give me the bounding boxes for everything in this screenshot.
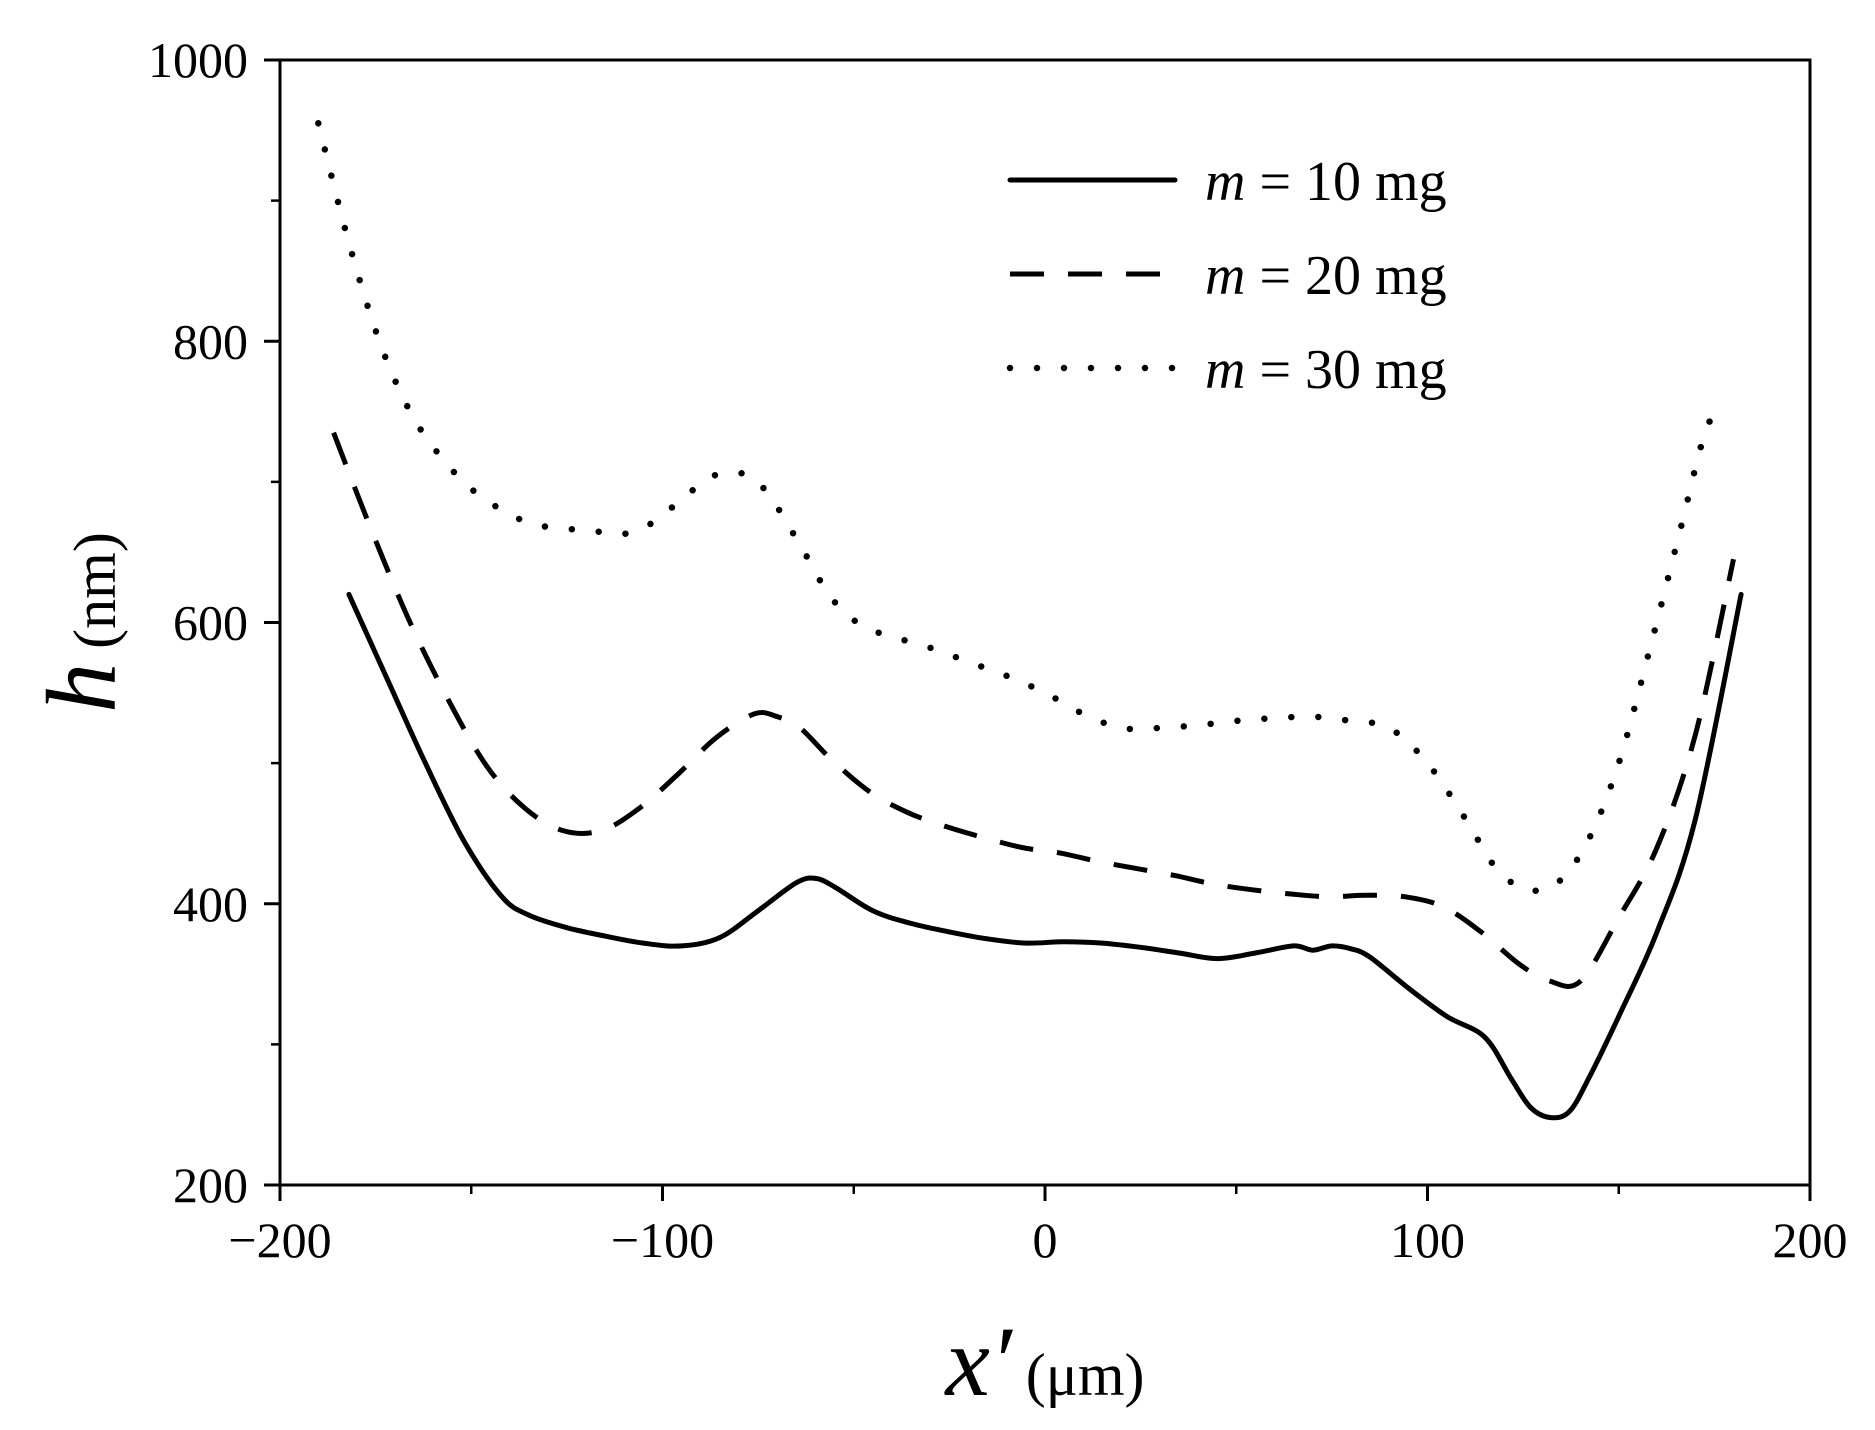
x-tick-label: 100 [1390,1212,1465,1268]
legend-label: m = 10 mg [1205,151,1447,213]
y-axis-title: h (nm) [26,532,137,713]
y-tick-label: 800 [173,313,248,369]
y-axis-unit: (nm) [62,532,128,649]
x-axis-symbol: x′ [943,1306,1013,1417]
legend: m = 10 mgm = 20 mgm = 30 mg [1006,151,1447,401]
series-layer [315,120,1744,1121]
legend-label: m = 20 mg [1205,245,1447,307]
y-tick-label: 600 [173,595,248,651]
series-line-dashed [331,431,1736,989]
legend-label-text: = 30 mg [1245,339,1446,401]
y-axis-symbol: h [26,663,137,713]
x-tick-label: 200 [1773,1212,1848,1268]
plot-axes: −200 −100 0 100 200 200 400 600 800 1000 [148,32,1848,1268]
y-tick-label: 400 [173,876,248,932]
x-axis-title: x′ (μm) [943,1306,1144,1417]
x-tick-label: −100 [611,1212,714,1268]
legend-label-var: m [1205,151,1245,213]
y-tick-label: 1000 [148,32,248,88]
x-axis-unit: (μm) [1026,1342,1145,1408]
axis-titles: x′ (μm) h (nm) [26,532,1145,1417]
legend-label-var: m [1205,339,1245,401]
legend-label: m = 30 mg [1205,339,1447,401]
series-line-dotted [315,120,1722,894]
x-tick-label: −200 [228,1212,331,1268]
y-tick-label: 200 [173,1157,248,1213]
x-tick-label: 0 [1033,1212,1058,1268]
legend-label-var: m [1205,245,1245,307]
legend-label-text: = 20 mg [1245,245,1446,307]
series-line-solid [346,591,1744,1121]
legend-label-text: = 10 mg [1245,151,1446,213]
plot-frame [278,58,1812,1187]
